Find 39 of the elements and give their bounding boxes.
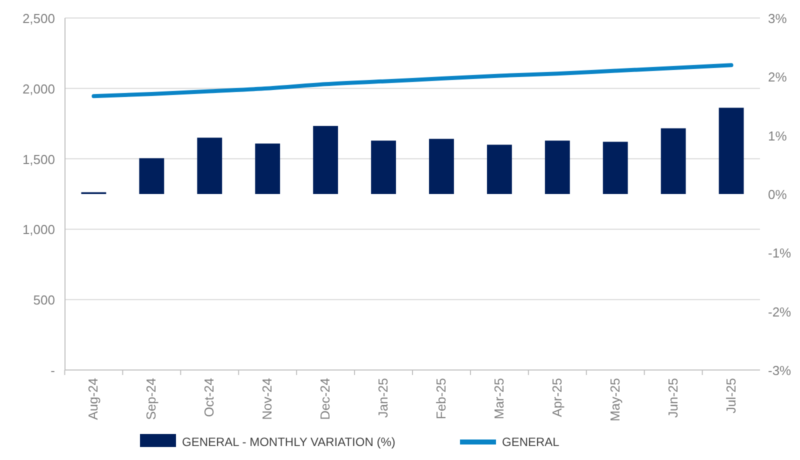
x-tick-label: Jun-25 <box>665 378 680 418</box>
bar <box>139 158 164 194</box>
y-tick-label: 500 <box>33 292 55 308</box>
bar <box>371 140 396 194</box>
bar <box>429 138 454 194</box>
y2-tick-label: 2% <box>768 70 788 85</box>
y-tick-label: 1,000 <box>22 222 55 238</box>
x-tick-label: Apr-25 <box>549 378 564 418</box>
bar <box>602 142 628 194</box>
legend-label: GENERAL <box>502 435 560 449</box>
x-tick-label: Nov-24 <box>260 378 275 420</box>
bar <box>197 138 222 194</box>
y2-tick-label: 1% <box>768 128 788 144</box>
bar <box>544 140 570 194</box>
bar <box>313 126 338 194</box>
x-tick-label: May-25 <box>607 378 622 422</box>
x-tick-label: Aug-24 <box>86 378 101 420</box>
bar <box>255 144 280 194</box>
y2-tick-label: -3% <box>768 363 792 378</box>
x-tick-label: Feb-25 <box>433 378 448 420</box>
y2-tick-label: 3% <box>768 11 788 26</box>
y-tick-label: 1,500 <box>22 152 55 167</box>
x-tick-label: Jul-25 <box>723 378 738 414</box>
y2-tick-label: -1% <box>768 246 792 261</box>
x-tick-label: Mar-25 <box>491 378 506 420</box>
y2-tick-label: 0% <box>768 187 788 202</box>
x-tick-label: Jan-25 <box>376 378 391 418</box>
line-series <box>92 63 734 98</box>
x-tick-label: Dec-24 <box>318 378 333 420</box>
legend-label: GENERAL - MONTHLY VARIATION (%) <box>182 435 396 449</box>
y2-tick-label: -2% <box>768 304 792 320</box>
y-tick-label: 2,500 <box>22 11 55 26</box>
bar <box>486 144 512 194</box>
x-tick-label: Sep-24 <box>144 378 159 420</box>
bar <box>718 108 744 194</box>
y-tick-label: 2,000 <box>22 81 55 96</box>
bar <box>660 128 686 194</box>
y-tick-label: - <box>50 363 55 378</box>
x-tick-label: Oct-24 <box>202 378 217 418</box>
